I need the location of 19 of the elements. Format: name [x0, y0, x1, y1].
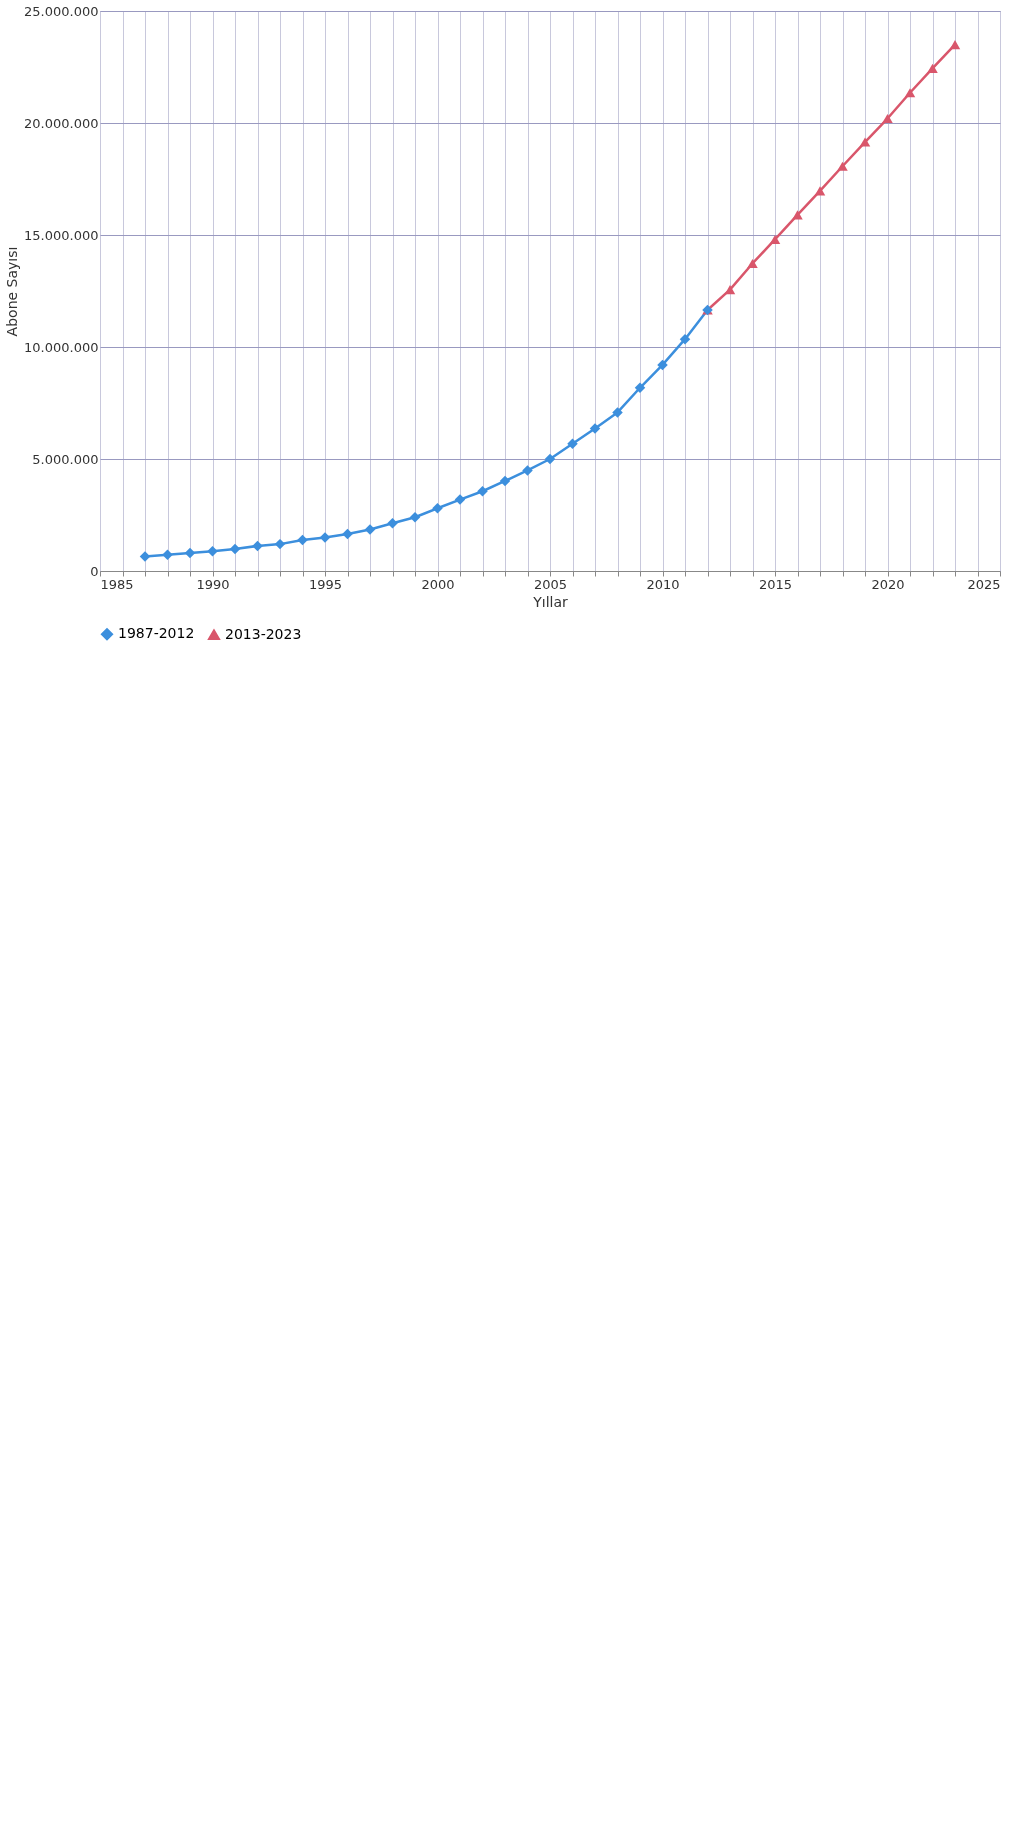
y-tick-label: 5.000.000: [32, 451, 99, 467]
x-tick-label: 2000: [421, 576, 455, 592]
x-tick-label: 2005: [533, 576, 568, 592]
y-tick-label: 15.000.000: [24, 227, 99, 243]
x-tick-label: 1985: [100, 576, 134, 592]
legend-label: 2013-2023: [225, 625, 302, 642]
legend-label: 1987-2012: [118, 625, 195, 642]
x-tick-label: 2015: [758, 576, 793, 592]
x-tick-label: 1995: [308, 576, 343, 592]
y-tick-label: 20.000.000: [24, 115, 99, 131]
x-tick-label: 2010: [646, 576, 680, 592]
y-axis-title: Abone Sayısı: [4, 246, 21, 337]
x-tick-label: 2020: [871, 576, 905, 592]
x-tick-label: 2025: [967, 576, 1001, 592]
y-tick-label: 10.000.000: [24, 339, 99, 355]
x-tick-label: 1990: [196, 576, 230, 592]
y-tick-label: 25.000.000: [24, 3, 99, 19]
x-axis-title: Yıllar: [532, 593, 569, 610]
y-tick-label: 0: [90, 563, 99, 579]
